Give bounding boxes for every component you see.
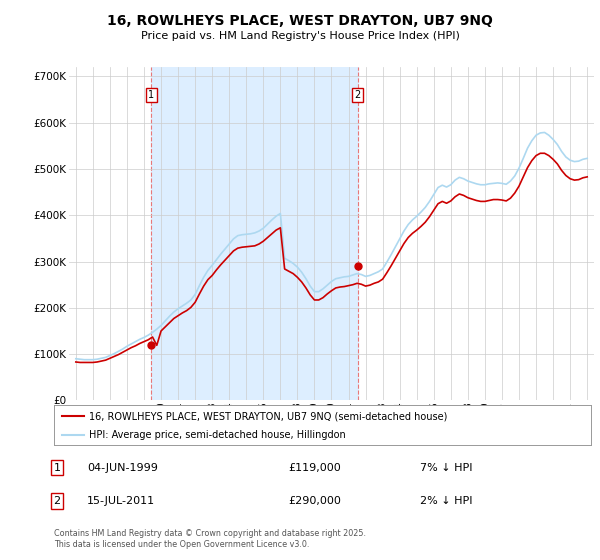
Text: 04-JUN-1999: 04-JUN-1999 bbox=[87, 463, 158, 473]
Text: 1: 1 bbox=[53, 463, 61, 473]
Text: 16, ROWLHEYS PLACE, WEST DRAYTON, UB7 9NQ: 16, ROWLHEYS PLACE, WEST DRAYTON, UB7 9N… bbox=[107, 14, 493, 28]
Text: 2: 2 bbox=[355, 90, 361, 100]
Text: Price paid vs. HM Land Registry's House Price Index (HPI): Price paid vs. HM Land Registry's House … bbox=[140, 31, 460, 41]
Text: HPI: Average price, semi-detached house, Hillingdon: HPI: Average price, semi-detached house,… bbox=[89, 430, 346, 440]
Text: 2: 2 bbox=[53, 496, 61, 506]
Text: £119,000: £119,000 bbox=[288, 463, 341, 473]
Text: 7% ↓ HPI: 7% ↓ HPI bbox=[420, 463, 473, 473]
Text: 16, ROWLHEYS PLACE, WEST DRAYTON, UB7 9NQ (semi-detached house): 16, ROWLHEYS PLACE, WEST DRAYTON, UB7 9N… bbox=[89, 411, 447, 421]
Text: £290,000: £290,000 bbox=[288, 496, 341, 506]
Text: Contains HM Land Registry data © Crown copyright and database right 2025.
This d: Contains HM Land Registry data © Crown c… bbox=[54, 529, 366, 549]
Text: 1: 1 bbox=[148, 90, 154, 100]
Text: 2% ↓ HPI: 2% ↓ HPI bbox=[420, 496, 473, 506]
Text: 15-JUL-2011: 15-JUL-2011 bbox=[87, 496, 155, 506]
Bar bbox=[151, 67, 358, 400]
